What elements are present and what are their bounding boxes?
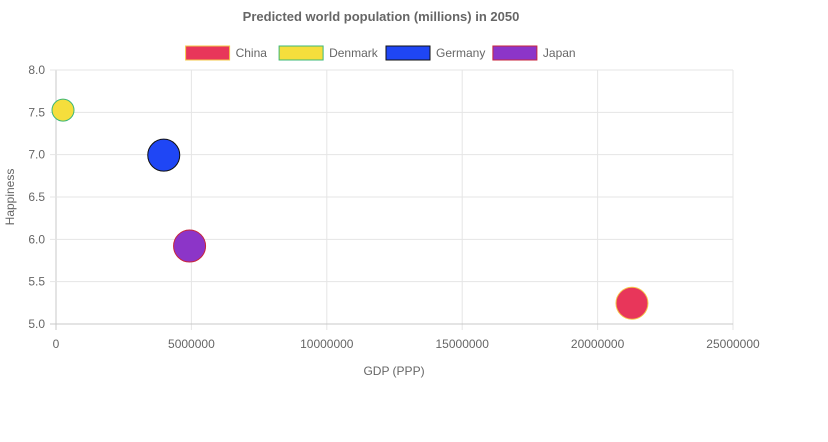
chart-title: Predicted world population (millions) in…: [243, 9, 520, 24]
bubble-china: [615, 286, 649, 320]
y-tick-label: 6.5: [28, 190, 45, 204]
bubbles: [51, 98, 649, 320]
x-tick-label: 0: [53, 337, 60, 351]
x-axis-label: GDP (PPP): [363, 364, 424, 378]
y-tick-label: 5.0: [28, 317, 45, 331]
legend-label-japan: Japan: [543, 46, 576, 60]
x-axis-ticks: 0 5000000 10000000 15000000 20000000 25000000: [53, 337, 760, 351]
y-tick-label: 6.0: [28, 232, 45, 246]
x-tick-label: 20000000: [571, 337, 625, 351]
bubble-denmark: [51, 98, 75, 122]
x-tick-label: 15000000: [436, 337, 490, 351]
bubble-japan: [173, 229, 207, 263]
x-tick-label: 10000000: [300, 337, 354, 351]
y-tick-label: 7.5: [28, 105, 45, 119]
x-tick-label: 25000000: [706, 337, 760, 351]
y-tick-label: 7.0: [28, 148, 45, 162]
y-tick-label: 5.5: [28, 275, 45, 289]
y-axis-label: Happiness: [3, 169, 17, 226]
legend: China Denmark Germany Japan: [185, 45, 576, 61]
legend-label-denmark: Denmark: [329, 46, 379, 60]
bubble-germany: [147, 138, 181, 172]
legend-swatch-china: [185, 45, 231, 61]
legend-label-china: China: [236, 46, 268, 60]
y-tick-label: 8.0: [28, 63, 45, 77]
y-axis-ticks: 5.0 5.5 6.0 6.5 7.0 7.5 8.0: [28, 63, 45, 331]
x-tick-label: 5000000: [168, 337, 215, 351]
legend-swatch-japan: [492, 45, 538, 61]
legend-swatch-denmark: [278, 45, 324, 61]
legend-label-germany: Germany: [436, 46, 485, 60]
legend-swatch-germany: [385, 45, 431, 61]
